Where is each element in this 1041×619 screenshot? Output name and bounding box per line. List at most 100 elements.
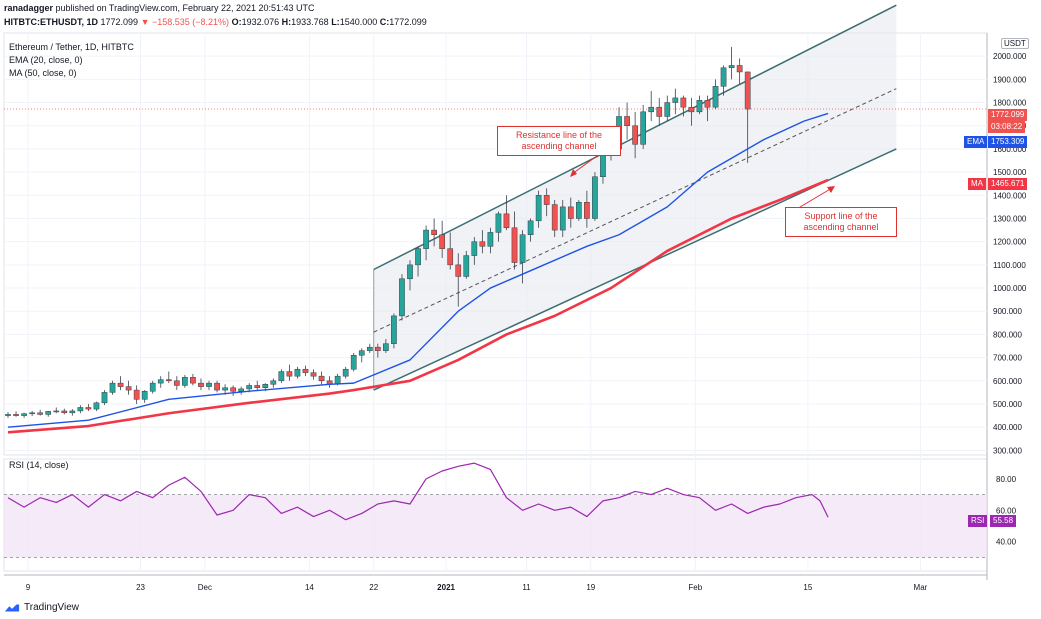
candle[interactable] — [230, 387, 236, 392]
candle[interactable] — [632, 125, 638, 145]
candle[interactable] — [85, 407, 92, 410]
candle[interactable] — [640, 111, 647, 145]
candle[interactable] — [286, 371, 293, 377]
candle[interactable] — [712, 86, 719, 108]
candle[interactable] — [278, 371, 285, 382]
channel-midline[interactable] — [373, 88, 897, 333]
candle[interactable] — [366, 346, 373, 351]
candle[interactable] — [101, 392, 108, 404]
candle[interactable] — [503, 213, 510, 229]
candle[interactable] — [374, 346, 381, 351]
candle[interactable] — [728, 65, 735, 69]
candle[interactable] — [37, 412, 44, 415]
candle[interactable] — [93, 402, 100, 410]
candle[interactable] — [439, 234, 446, 249]
ema20-line[interactable] — [7, 112, 829, 428]
candle[interactable] — [543, 195, 550, 205]
candle[interactable] — [407, 264, 413, 280]
candle[interactable] — [527, 220, 534, 235]
candle[interactable] — [350, 355, 357, 370]
candle[interactable] — [624, 116, 630, 126]
candle[interactable] — [45, 411, 52, 415]
candle[interactable] — [109, 382, 116, 393]
candle[interactable] — [704, 99, 711, 108]
candle[interactable] — [696, 99, 703, 113]
candle[interactable] — [29, 412, 35, 415]
tradingview-logo-icon[interactable] — [4, 603, 20, 613]
candle[interactable] — [157, 379, 164, 384]
candle[interactable] — [664, 102, 671, 117]
candle[interactable] — [21, 413, 27, 416]
candle[interactable] — [447, 248, 454, 266]
candle[interactable] — [69, 410, 76, 414]
candle[interactable] — [592, 176, 598, 219]
candle[interactable] — [133, 389, 140, 400]
candle[interactable] — [648, 106, 655, 113]
candle[interactable] — [294, 368, 301, 377]
candle[interactable] — [198, 382, 204, 387]
candle[interactable] — [246, 385, 253, 390]
candle[interactable] — [656, 106, 663, 117]
candle[interactable] — [455, 264, 462, 277]
candle[interactable] — [487, 232, 494, 247]
candle[interactable] — [744, 71, 751, 110]
candle[interactable] — [206, 382, 212, 387]
candle[interactable] — [463, 255, 470, 277]
candle[interactable] — [141, 390, 148, 400]
candle[interactable] — [584, 202, 590, 219]
candle[interactable] — [270, 380, 277, 385]
candle[interactable] — [53, 410, 60, 413]
candle[interactable] — [165, 379, 172, 382]
candle[interactable] — [672, 97, 679, 103]
brand-label[interactable]: TradingView — [24, 602, 80, 613]
candle[interactable] — [575, 202, 582, 219]
candle[interactable] — [302, 368, 309, 373]
candle[interactable] — [471, 241, 478, 256]
candle[interactable] — [383, 343, 389, 351]
candle[interactable] — [222, 387, 228, 391]
candle[interactable] — [173, 380, 180, 386]
candle[interactable] — [688, 106, 695, 113]
candle[interactable] — [342, 368, 349, 377]
candle[interactable] — [567, 206, 574, 219]
candle[interactable] — [254, 385, 261, 389]
rsi-legend[interactable]: RSI (14, close) — [9, 460, 69, 470]
candle[interactable] — [415, 248, 421, 266]
candle[interactable] — [358, 350, 365, 356]
candle[interactable] — [125, 386, 132, 391]
candle[interactable] — [190, 377, 196, 384]
ma50-line[interactable] — [7, 178, 829, 434]
candle[interactable] — [519, 234, 526, 263]
candle[interactable] — [77, 407, 84, 412]
candle[interactable] — [399, 278, 405, 317]
candle[interactable] — [318, 375, 325, 382]
candle[interactable] — [479, 241, 486, 247]
candle[interactable] — [262, 384, 269, 389]
candle[interactable] — [511, 227, 518, 263]
candle[interactable] — [182, 377, 188, 386]
candle[interactable] — [736, 65, 743, 73]
candle[interactable] — [391, 315, 397, 344]
publisher-name[interactable]: ranadagger — [4, 3, 54, 13]
candle[interactable] — [680, 97, 687, 108]
candle[interactable] — [5, 414, 11, 416]
candle[interactable] — [423, 229, 429, 249]
candle[interactable] — [535, 195, 542, 222]
rsi-line[interactable] — [7, 462, 829, 521]
currency-badge[interactable]: USDT — [1001, 38, 1029, 49]
candle[interactable] — [310, 372, 317, 377]
candle[interactable] — [149, 382, 156, 392]
ema-legend[interactable]: EMA (20, close, 0) — [9, 55, 83, 65]
candle[interactable] — [495, 213, 502, 233]
ma-legend[interactable]: MA (50, close, 0) — [9, 68, 77, 78]
candle[interactable] — [214, 382, 220, 391]
candle[interactable] — [334, 375, 341, 385]
candle[interactable] — [13, 414, 19, 416]
candle[interactable] — [431, 229, 437, 235]
candle[interactable] — [117, 382, 124, 387]
candle[interactable] — [238, 388, 245, 392]
candle[interactable] — [551, 204, 558, 231]
candle[interactable] — [61, 410, 68, 414]
candle[interactable] — [720, 67, 727, 87]
